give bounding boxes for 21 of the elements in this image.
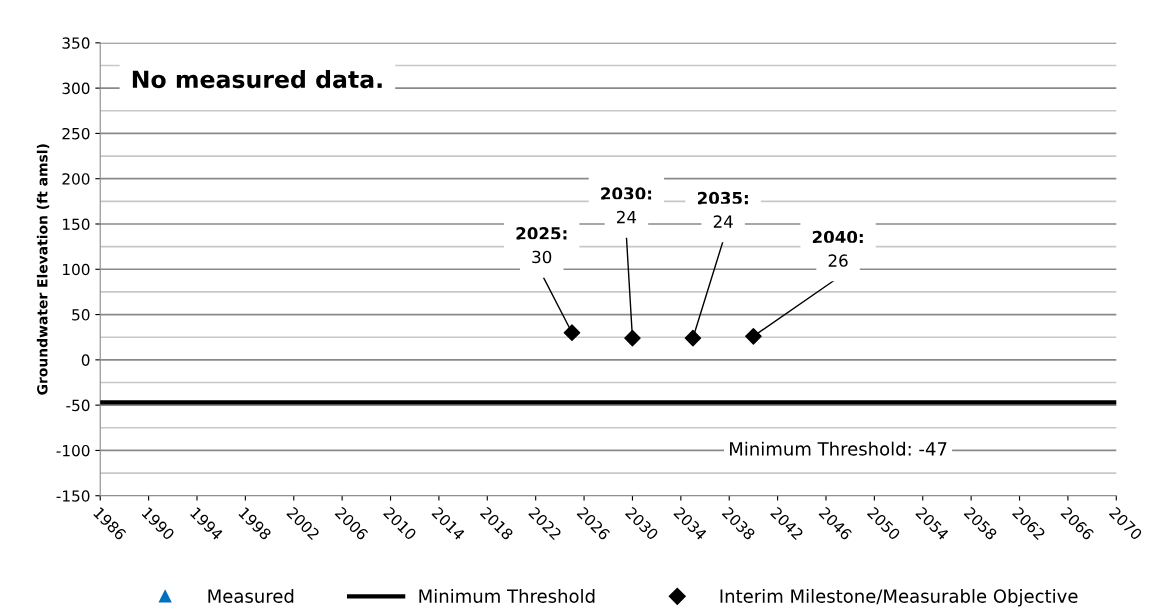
y-tick-label: 150	[63, 218, 90, 231]
annotation: 2030: 24	[601, 187, 652, 224]
y-tick-label: 350	[62, 37, 90, 49]
y-tick-label: 50	[72, 309, 90, 321]
y-tick-label: -150	[56, 490, 90, 502]
legend-label: Measured	[208, 588, 294, 603]
y-tick-label: 200	[62, 173, 90, 185]
y-tick-label: 100	[63, 263, 90, 276]
y-tick-label: 300	[62, 82, 90, 95]
annotation: No measured data.	[132, 69, 382, 89]
annotation: 2040: 26	[812, 230, 863, 267]
y-tick-label: -100	[56, 444, 90, 457]
y-axis-title: Groundwater Elevation (ft amsl)	[36, 144, 50, 395]
annotation: 2025: 30	[516, 227, 567, 264]
legend-label: Interim Milestone/Measurable Objective	[720, 588, 1078, 607]
y-tick-label: 250	[62, 127, 90, 140]
annotation: 2035: 24	[697, 191, 748, 228]
y-tick-label: -50	[66, 399, 90, 412]
legend-label: Minimum Threshold	[419, 588, 595, 603]
annotation: Minimum Threshold: -47	[730, 441, 947, 456]
y-tick-label: 0	[81, 354, 90, 366]
